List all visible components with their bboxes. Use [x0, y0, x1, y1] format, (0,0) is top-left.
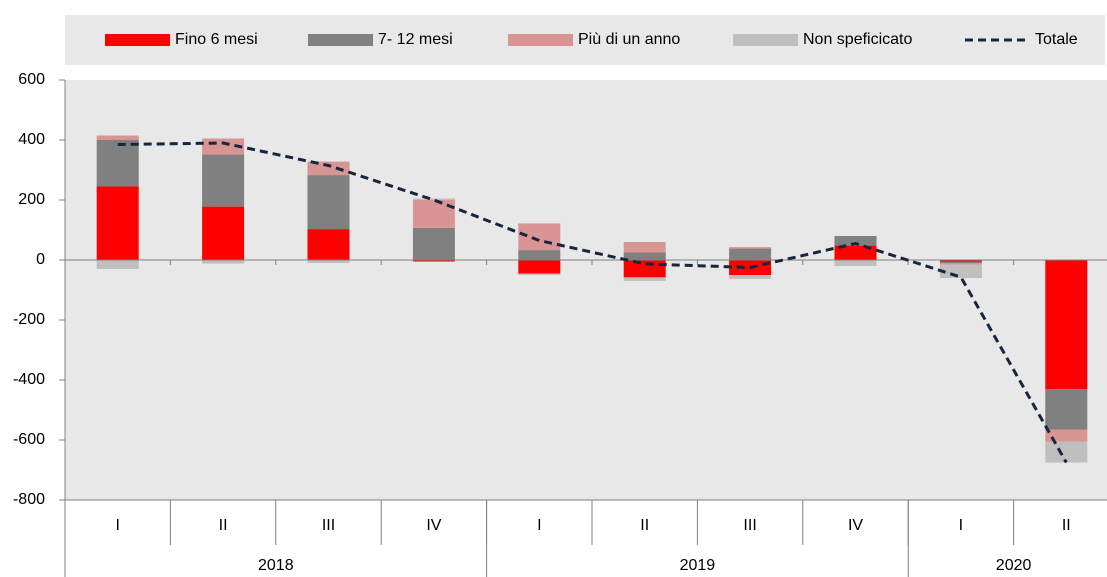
x-tick-label: III: [322, 517, 335, 534]
bar: [202, 154, 245, 207]
legend-swatch: [733, 34, 798, 46]
y-tick-label: -600: [13, 431, 45, 448]
bar: [729, 248, 772, 260]
legend-label: Più di un anno: [578, 31, 680, 48]
bar: [834, 260, 877, 266]
y-tick-label: 0: [36, 251, 45, 268]
x-tick-label: III: [743, 517, 756, 534]
bar: [1045, 441, 1088, 463]
bar: [939, 264, 982, 278]
x-tick-label: II: [640, 517, 649, 534]
bar: [96, 186, 139, 260]
y-tick-label: 400: [18, 131, 45, 148]
total-line: [117, 141, 1068, 464]
bar: [96, 140, 139, 187]
bar: [834, 245, 877, 260]
group-label: 2019: [680, 557, 716, 574]
legend-label: Non speficicato: [803, 31, 912, 48]
bar: [412, 227, 455, 260]
bar: [96, 135, 139, 140]
bar: [307, 175, 350, 230]
bar: [202, 206, 245, 260]
legend-swatch: [308, 34, 373, 46]
bar: [1045, 389, 1088, 430]
bar: [623, 252, 666, 260]
bar: [939, 261, 982, 263]
bar: [412, 198, 455, 200]
bar: [729, 275, 772, 279]
x-tick-label: I: [959, 517, 963, 534]
x-tick-label: I: [115, 517, 119, 534]
y-tick-label: 200: [18, 191, 45, 208]
bar: [96, 260, 139, 269]
x-tick-label: IV: [848, 517, 863, 534]
bar: [623, 260, 666, 278]
bar: [307, 161, 350, 176]
legend-swatch: [508, 34, 573, 46]
y-tick-label: -200: [13, 311, 45, 328]
legend-label: Fino 6 mesi: [175, 31, 258, 48]
y-tick-label: 600: [18, 71, 45, 88]
bar: [518, 223, 561, 251]
x-tick-label: IV: [426, 517, 441, 534]
x-tick-label: I: [537, 517, 541, 534]
x-tick-label: II: [219, 517, 228, 534]
bar: [518, 260, 561, 274]
bar: [623, 242, 666, 253]
bar: [1045, 260, 1088, 389]
bar: [518, 250, 561, 260]
legend-label: Totale: [1035, 31, 1078, 48]
y-tick-label: -400: [13, 371, 45, 388]
legend-background: [65, 15, 1105, 65]
group-label: 2018: [258, 557, 294, 574]
x-tick-label: II: [1062, 517, 1071, 534]
bar: [1045, 429, 1088, 442]
legend-label: 7- 12 mesi: [378, 31, 453, 48]
bar: [834, 236, 877, 246]
bar: [939, 260, 982, 262]
bar: [518, 273, 561, 275]
group-label: 2020: [996, 557, 1032, 574]
bar: [202, 260, 245, 264]
bar: [307, 229, 350, 260]
legend-swatch: [105, 34, 170, 46]
bar: [412, 260, 455, 262]
bar: [623, 277, 666, 281]
bar: [729, 247, 772, 249]
bar: [939, 263, 982, 265]
y-tick-label: -800: [13, 491, 45, 508]
bar: [307, 260, 350, 263]
